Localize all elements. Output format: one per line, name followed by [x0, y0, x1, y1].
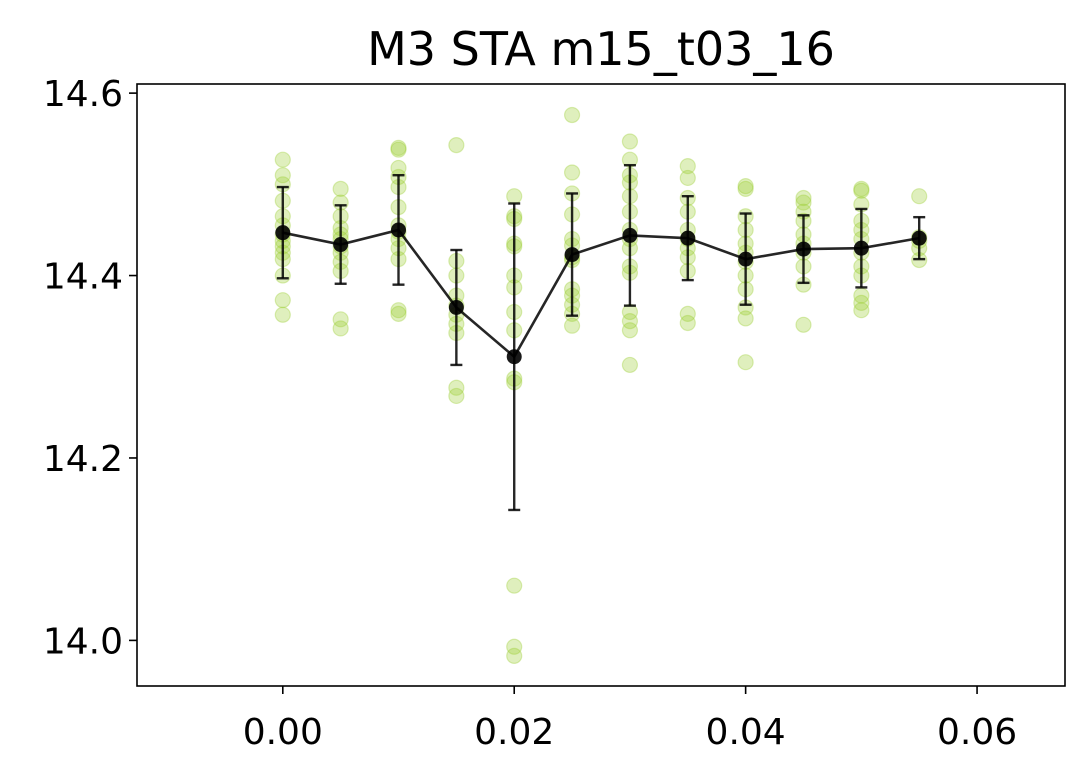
- mean-point: [391, 222, 407, 238]
- raw-data-point: [737, 354, 754, 371]
- y-tick-label: 14.0: [43, 621, 123, 662]
- mean-point: [911, 230, 927, 246]
- chart-title: M3 STA m15_t03_16: [367, 22, 835, 76]
- raw-data-point: [448, 379, 465, 396]
- raw-data-point: [274, 306, 291, 323]
- raw-points: [274, 106, 928, 665]
- x-tick-label: 0.02: [474, 712, 554, 753]
- mean-point: [853, 240, 869, 256]
- raw-data-point: [332, 311, 349, 328]
- raw-data-point: [795, 316, 812, 333]
- raw-data-point: [274, 167, 291, 184]
- mean-point: [448, 299, 464, 315]
- x-axis: 0.00 0.02 0.04 0.06: [243, 686, 1017, 753]
- y-axis: 14.0 14.2 14.4 14.6: [43, 74, 137, 662]
- raw-data-point: [679, 305, 696, 322]
- mean-point: [738, 251, 754, 267]
- raw-data-point: [390, 139, 407, 156]
- mean-point: [506, 349, 522, 365]
- raw-data-point: [448, 137, 465, 154]
- mean-point: [680, 230, 696, 246]
- raw-data-point: [737, 178, 754, 195]
- raw-data-point: [911, 188, 928, 205]
- x-tick-label: 0.00: [243, 712, 323, 753]
- raw-data-point: [563, 106, 581, 124]
- raw-data-point: [737, 180, 754, 197]
- raw-data-point: [506, 647, 523, 665]
- raw-data-point: [448, 387, 465, 405]
- raw-data-point: [274, 292, 291, 309]
- raw-data-point: [332, 320, 349, 337]
- mean-point: [333, 237, 349, 253]
- mean-point: [275, 225, 291, 241]
- raw-data-point: [506, 577, 523, 594]
- raw-data-point: [679, 314, 696, 332]
- raw-data-point: [506, 188, 523, 205]
- mean-line: [282, 228, 920, 359]
- raw-data-point: [621, 322, 639, 339]
- x-tick-label: 0.06: [937, 712, 1017, 753]
- raw-data-point: [795, 189, 812, 207]
- mean-point: [564, 247, 580, 263]
- mean-series: [275, 163, 927, 512]
- y-tick-label: 14.4: [43, 257, 123, 298]
- raw-data-point: [390, 141, 407, 158]
- raw-data-point: [563, 317, 581, 334]
- raw-data-point: [853, 180, 870, 197]
- raw-data-point: [621, 356, 639, 374]
- raw-data-point: [563, 164, 581, 181]
- raw-data-point: [274, 151, 291, 168]
- raw-data-point: [679, 157, 696, 175]
- raw-data-point: [332, 180, 349, 197]
- mean-point: [795, 241, 811, 257]
- mean-point: [622, 227, 638, 243]
- raw-data-point: [853, 182, 870, 199]
- x-tick-label: 0.04: [706, 712, 786, 753]
- raw-data-point: [853, 302, 870, 319]
- raw-data-point: [621, 313, 639, 330]
- y-tick-label: 14.6: [43, 74, 123, 115]
- raw-data-point: [506, 638, 523, 655]
- raw-data-point: [853, 294, 870, 312]
- y-tick-label: 14.2: [43, 439, 123, 480]
- raw-data-point: [795, 194, 812, 211]
- raw-data-point: [390, 305, 407, 322]
- plot-frame: [136, 83, 1066, 687]
- raw-data-point: [737, 310, 754, 327]
- raw-data-point: [621, 133, 639, 150]
- raw-data-point: [390, 302, 407, 319]
- raw-data-point: [679, 169, 696, 187]
